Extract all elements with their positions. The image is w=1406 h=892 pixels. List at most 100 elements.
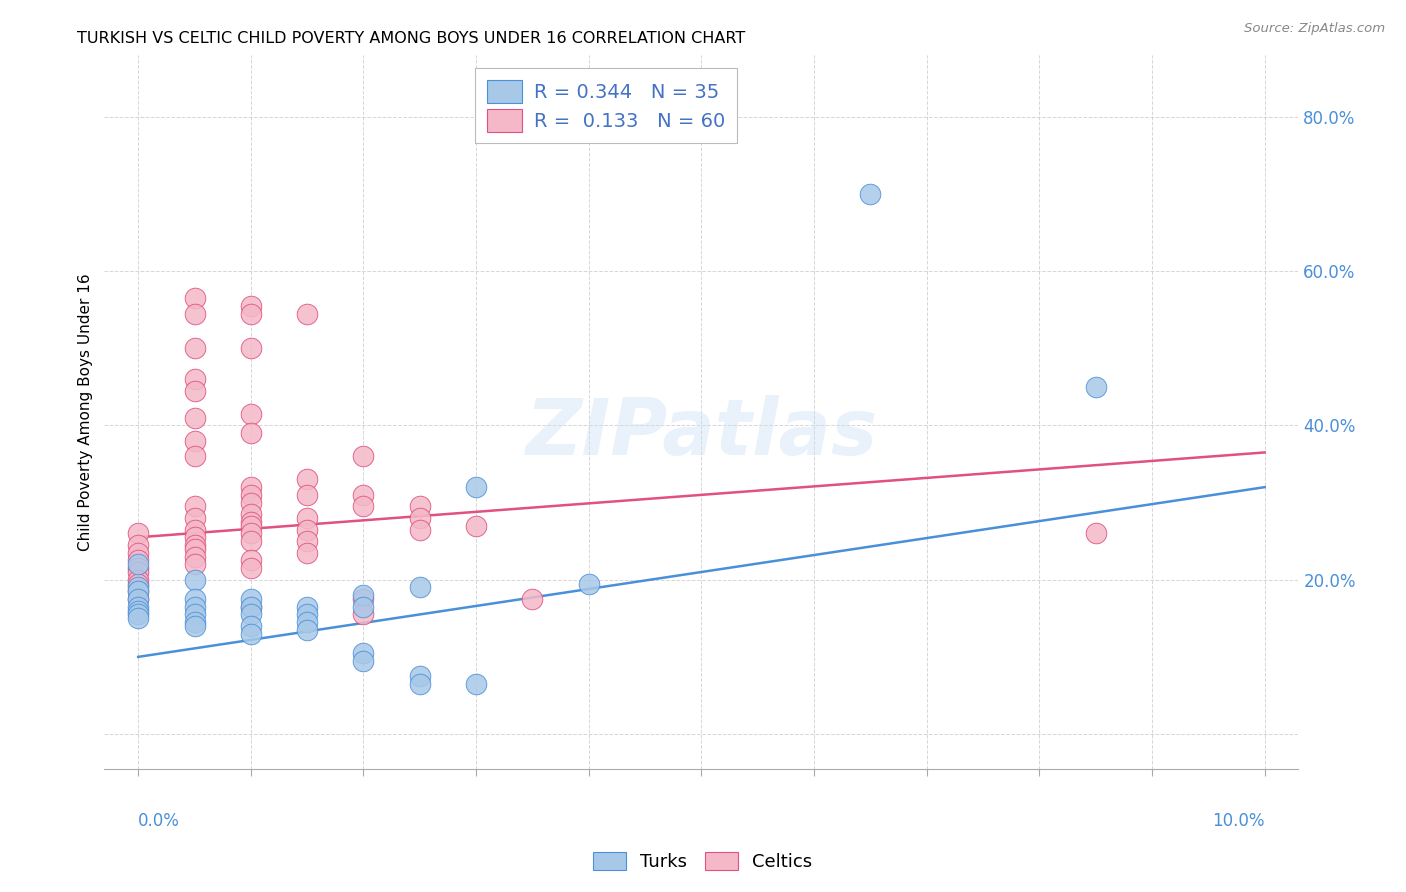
Text: TURKISH VS CELTIC CHILD POVERTY AMONG BOYS UNDER 16 CORRELATION CHART: TURKISH VS CELTIC CHILD POVERTY AMONG BO… — [77, 31, 745, 46]
Point — [127, 576, 149, 591]
Point — [183, 599, 205, 614]
Point — [127, 561, 149, 575]
Point — [127, 573, 149, 587]
Point — [183, 549, 205, 564]
Point — [295, 307, 318, 321]
Point — [239, 507, 262, 521]
Text: 10.0%: 10.0% — [1212, 812, 1264, 830]
Point — [127, 558, 149, 572]
Legend: R = 0.344   N = 35, R =  0.133   N = 60: R = 0.344 N = 35, R = 0.133 N = 60 — [475, 69, 737, 144]
Point — [353, 654, 375, 668]
Point — [127, 526, 149, 541]
Point — [183, 615, 205, 629]
Point — [183, 291, 205, 305]
Point — [183, 619, 205, 633]
Text: Source: ZipAtlas.com: Source: ZipAtlas.com — [1244, 22, 1385, 36]
Point — [239, 607, 262, 622]
Point — [859, 186, 882, 201]
Point — [183, 410, 205, 425]
Point — [239, 480, 262, 494]
Point — [183, 434, 205, 448]
Point — [127, 607, 149, 622]
Point — [353, 599, 375, 614]
Point — [183, 307, 205, 321]
Point — [127, 592, 149, 607]
Point — [239, 561, 262, 575]
Point — [127, 611, 149, 625]
Point — [127, 599, 149, 614]
Point — [127, 546, 149, 560]
Point — [239, 515, 262, 529]
Point — [127, 584, 149, 599]
Point — [127, 565, 149, 579]
Point — [409, 677, 432, 691]
Text: ZIPatlas: ZIPatlas — [526, 395, 877, 471]
Point — [239, 299, 262, 313]
Point — [353, 450, 375, 464]
Point — [239, 341, 262, 355]
Point — [409, 511, 432, 525]
Point — [183, 538, 205, 552]
Point — [183, 450, 205, 464]
Point — [127, 553, 149, 567]
Point — [409, 669, 432, 683]
Point — [127, 592, 149, 607]
Point — [295, 523, 318, 537]
Point — [295, 623, 318, 637]
Point — [295, 615, 318, 629]
Point — [295, 546, 318, 560]
Point — [183, 384, 205, 398]
Point — [295, 472, 318, 486]
Point — [183, 500, 205, 514]
Point — [239, 495, 262, 509]
Point — [465, 480, 488, 494]
Point — [127, 604, 149, 618]
Point — [239, 307, 262, 321]
Point — [295, 511, 318, 525]
Point — [183, 573, 205, 587]
Point — [295, 534, 318, 549]
Point — [409, 581, 432, 595]
Point — [465, 677, 488, 691]
Y-axis label: Child Poverty Among Boys Under 16: Child Poverty Among Boys Under 16 — [79, 273, 93, 550]
Text: 0.0%: 0.0% — [138, 812, 180, 830]
Point — [183, 341, 205, 355]
Legend: Turks, Celtics: Turks, Celtics — [586, 845, 820, 879]
Point — [183, 511, 205, 525]
Point — [353, 646, 375, 660]
Point — [239, 407, 262, 421]
Point — [127, 581, 149, 595]
Point — [353, 607, 375, 622]
Point — [578, 576, 600, 591]
Point — [239, 518, 262, 533]
Point — [353, 500, 375, 514]
Point — [239, 599, 262, 614]
Point — [353, 592, 375, 607]
Point — [239, 553, 262, 567]
Point — [127, 538, 149, 552]
Point — [183, 372, 205, 386]
Point — [127, 584, 149, 599]
Point — [239, 534, 262, 549]
Point — [183, 523, 205, 537]
Point — [183, 592, 205, 607]
Point — [295, 607, 318, 622]
Point — [239, 526, 262, 541]
Point — [409, 500, 432, 514]
Point — [239, 426, 262, 441]
Point — [295, 599, 318, 614]
Point — [1084, 526, 1107, 541]
Point — [239, 626, 262, 640]
Point — [239, 619, 262, 633]
Point — [183, 530, 205, 544]
Point — [183, 541, 205, 556]
Point — [295, 488, 318, 502]
Point — [183, 558, 205, 572]
Point — [409, 523, 432, 537]
Point — [353, 588, 375, 602]
Point — [465, 518, 488, 533]
Point — [1084, 380, 1107, 394]
Point — [522, 592, 544, 607]
Point — [239, 599, 262, 614]
Point — [239, 592, 262, 607]
